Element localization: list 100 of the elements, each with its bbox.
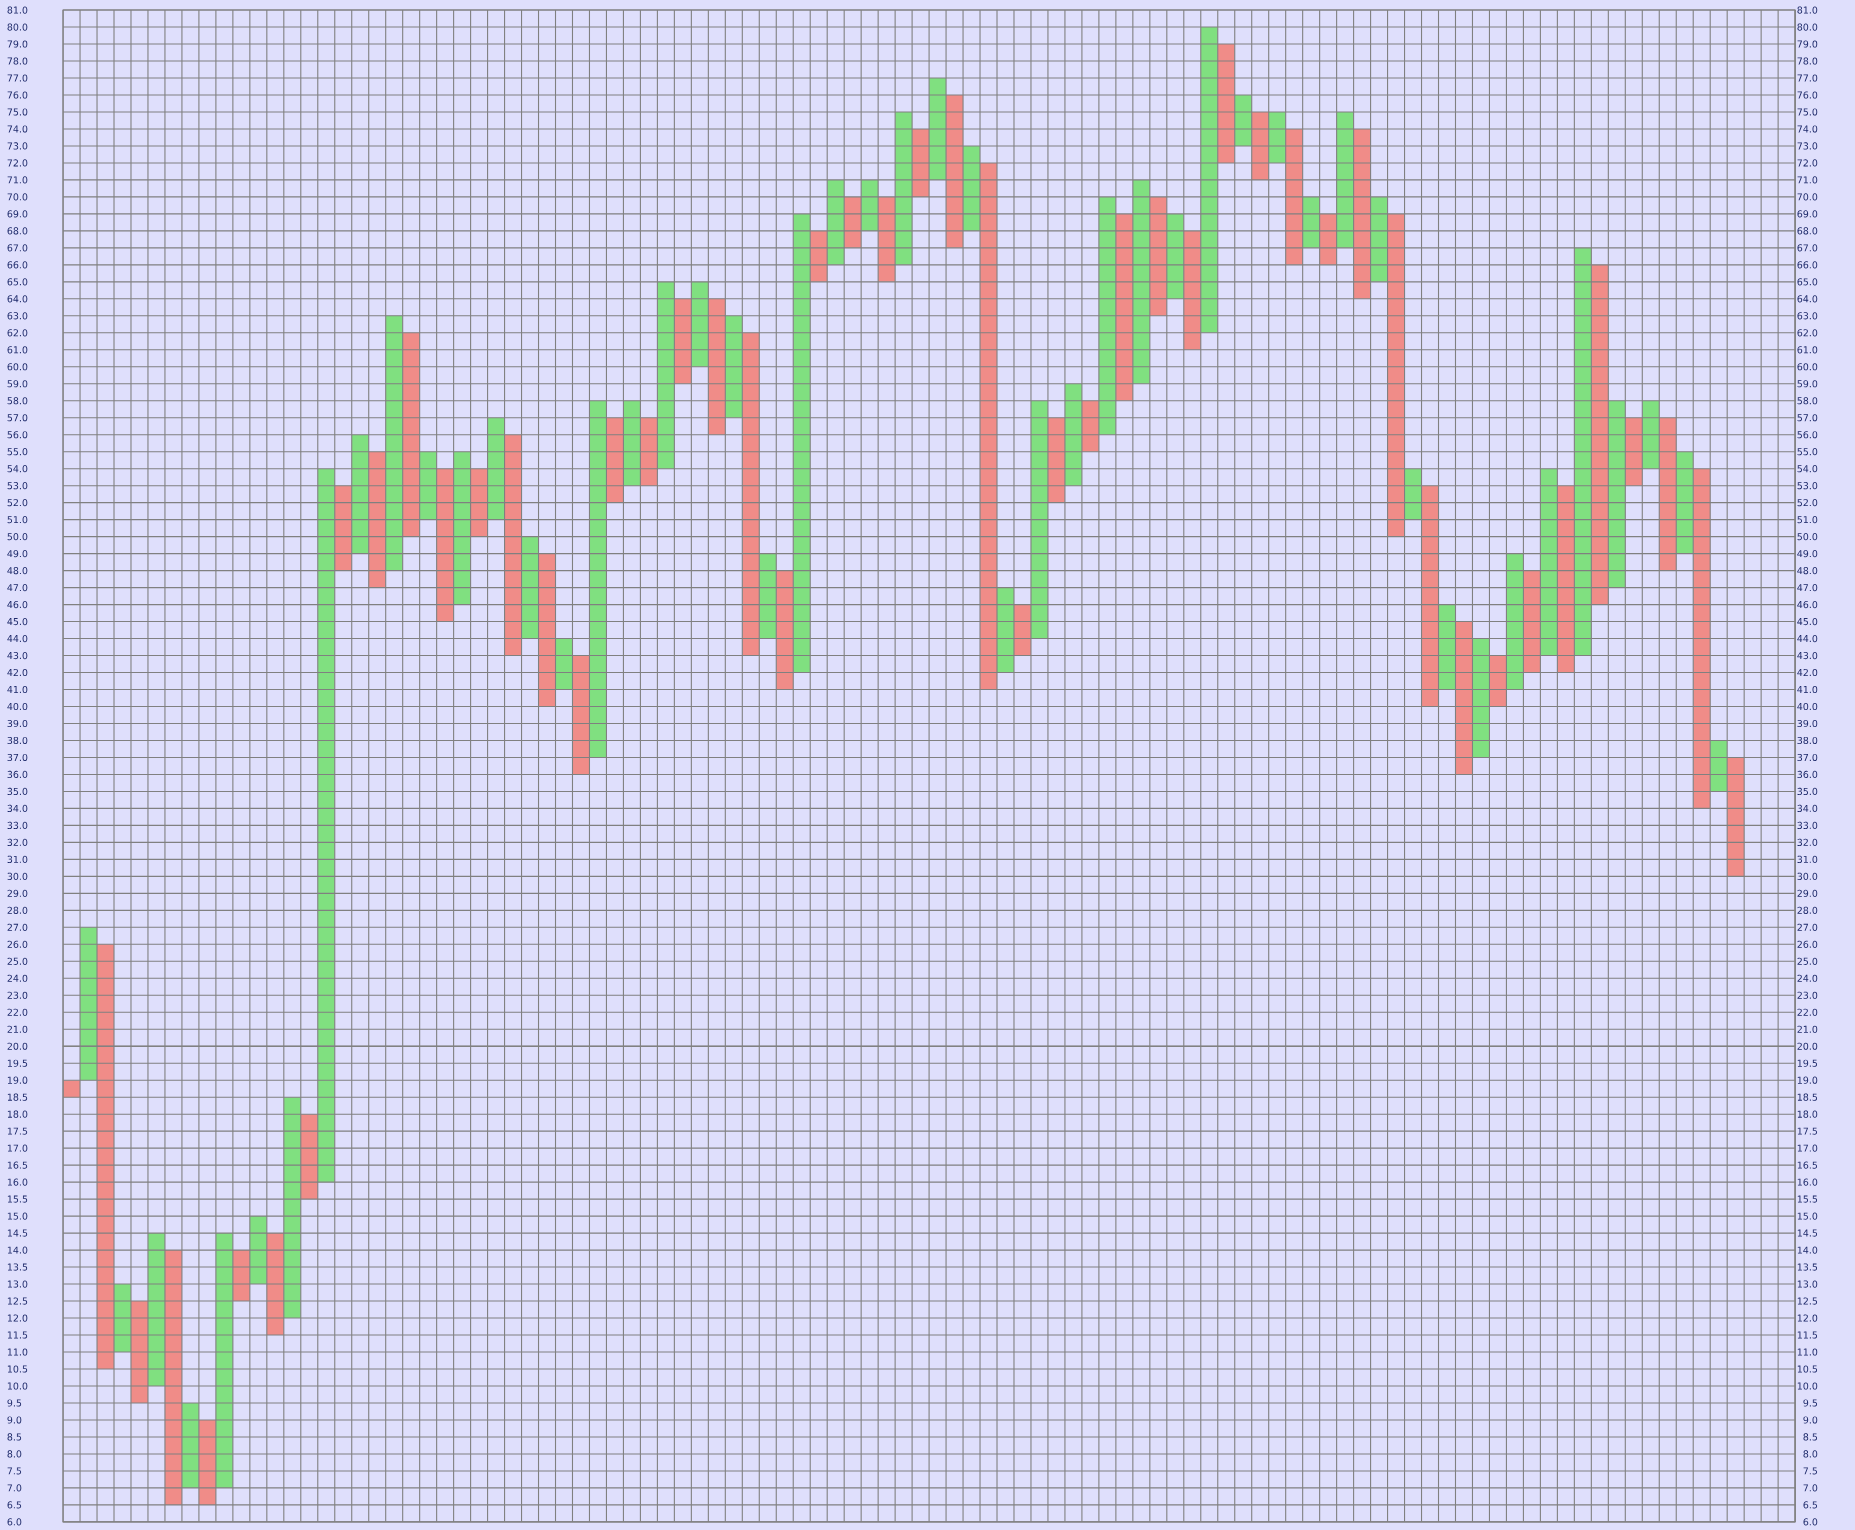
y-tick-label: 12.5 — [7, 1297, 28, 1305]
y2-tick-label: 66.0 — [1797, 261, 1818, 269]
y-tick-label: 69.0 — [7, 210, 28, 218]
y-tick-label: 27.0 — [7, 923, 28, 931]
y-tick-label: 62.0 — [7, 329, 28, 337]
y-tick-label: 38.0 — [7, 736, 28, 744]
y-tick-label: 71.0 — [7, 176, 28, 184]
y-tick-label: 81.0 — [7, 6, 28, 14]
y2-tick-label: 77.0 — [1797, 74, 1818, 82]
y2-tick-label: 76.0 — [1797, 91, 1818, 99]
y2-tick-label: 58.0 — [1797, 396, 1818, 405]
y-tick-label: 24.0 — [7, 974, 28, 982]
y-tick-label: 52.0 — [7, 498, 28, 507]
y-tick-label: 66.0 — [7, 261, 28, 269]
y-tick-label: 13.0 — [7, 1280, 28, 1288]
y2-tick-label: 18.0 — [1797, 1110, 1818, 1118]
y-tick-label: 19.5 — [7, 1059, 28, 1067]
y2-tick-label: 35.0 — [1797, 787, 1818, 795]
y2-tick-label: 79.0 — [1797, 40, 1818, 48]
y-tick-label: 54.0 — [7, 464, 28, 473]
y2-tick-label: 21.0 — [1797, 1025, 1818, 1033]
y2-tick-label: 22.0 — [1797, 1008, 1818, 1016]
y-tick-label: 9.5 — [7, 1399, 22, 1407]
y2-tick-label: 75.0 — [1797, 108, 1818, 116]
y-tick-label: 72.0 — [7, 159, 28, 167]
y-tick-label: 30.0 — [7, 872, 28, 880]
y2-tick-label: 33.0 — [1797, 821, 1818, 829]
y-tick-label: 17.5 — [7, 1127, 28, 1135]
y2-tick-label: 19.0 — [1797, 1076, 1818, 1084]
y2-tick-label: 55.0 — [1797, 447, 1818, 456]
y-tick-label: 16.5 — [7, 1161, 28, 1169]
y2-tick-label: 72.0 — [1797, 159, 1818, 167]
y-tick-label: 79.0 — [7, 40, 28, 48]
y-tick-label: 25.0 — [7, 957, 28, 965]
y2-tick-label: 80.0 — [1797, 23, 1818, 31]
y-tick-label: 19.0 — [7, 1076, 28, 1084]
y2-tick-label: 61.0 — [1797, 346, 1818, 354]
y2-tick-label: 14.0 — [1797, 1246, 1818, 1254]
y2-tick-label: 43.0 — [1797, 651, 1818, 659]
y2-tick-label: 45.0 — [1797, 617, 1818, 625]
y-tick-label: 46.0 — [7, 600, 28, 608]
y2-tick-label: 65.0 — [1797, 278, 1818, 286]
y-tick-label: 63.0 — [7, 312, 28, 320]
y2-tick-label: 51.0 — [1797, 515, 1818, 524]
y-tick-label: 10.5 — [7, 1365, 28, 1373]
y2-tick-label: 46.0 — [1797, 600, 1818, 608]
y2-tick-label: 13.0 — [1797, 1280, 1818, 1288]
y-tick-label: 9.0 — [7, 1416, 22, 1424]
y2-tick-label: 12.5 — [1797, 1297, 1818, 1305]
y2-tick-label: 19.5 — [1797, 1059, 1818, 1067]
y-tick-label: 20.0 — [7, 1042, 28, 1050]
y-tick-label: 67.0 — [7, 244, 28, 252]
y-tick-label: 8.5 — [7, 1433, 22, 1441]
y2-tick-label: 28.0 — [1797, 906, 1818, 914]
y2-tick-label: 41.0 — [1797, 685, 1818, 693]
y-tick-label: 76.0 — [7, 91, 28, 99]
y2-tick-label: 25.0 — [1797, 957, 1818, 965]
y2-tick-label: 39.0 — [1797, 719, 1818, 727]
y-tick-label: 6.0 — [7, 1518, 22, 1526]
y-tick-label: 64.0 — [7, 295, 28, 303]
y-tick-label: 43.0 — [7, 651, 28, 659]
y-tick-label: 31.0 — [7, 855, 28, 863]
y-tick-label: 12.0 — [7, 1314, 28, 1322]
y2-tick-label: 42.0 — [1797, 668, 1818, 676]
y2-tick-label: 78.0 — [1797, 57, 1818, 65]
y-tick-label: 15.0 — [7, 1212, 28, 1220]
y2-tick-label: 52.0 — [1797, 498, 1818, 507]
y-tick-label: 39.0 — [7, 719, 28, 727]
y2-tick-label: 69.0 — [1797, 210, 1818, 218]
y-tick-label: 15.5 — [7, 1195, 28, 1203]
y-tick-label: 58.0 — [7, 396, 28, 405]
y2-tick-label: 44.0 — [1797, 634, 1818, 642]
y-tick-label: 37.0 — [7, 753, 28, 761]
y-tick-label: 18.5 — [7, 1093, 28, 1101]
y2-tick-label: 63.0 — [1797, 312, 1818, 320]
y2-tick-label: 60.0 — [1797, 363, 1818, 371]
y2-tick-label: 17.5 — [1797, 1127, 1818, 1135]
y-tick-label: 33.0 — [7, 821, 28, 829]
y2-tick-label: 23.0 — [1797, 991, 1818, 999]
y2-tick-label: 81.0 — [1797, 6, 1818, 14]
y2-tick-label: 70.0 — [1797, 193, 1818, 201]
y-tick-label: 45.0 — [7, 617, 28, 625]
y2-tick-label: 62.0 — [1797, 329, 1818, 337]
y-tick-label: 11.5 — [7, 1331, 28, 1339]
y-tick-label: 47.0 — [7, 583, 28, 591]
y2-tick-label: 26.0 — [1797, 940, 1818, 948]
y2-tick-label: 71.0 — [1797, 176, 1818, 184]
y2-tick-label: 16.5 — [1797, 1161, 1818, 1169]
y2-tick-label: 68.0 — [1797, 227, 1818, 235]
y2-tick-label: 7.0 — [1803, 1484, 1818, 1492]
y-tick-label: 77.0 — [7, 74, 28, 82]
y2-tick-label: 17.0 — [1797, 1144, 1818, 1152]
y2-tick-label: 54.0 — [1797, 464, 1818, 473]
y-tick-label: 68.0 — [7, 227, 28, 235]
y2-tick-label: 11.0 — [1797, 1348, 1818, 1356]
y-tick-label: 44.0 — [7, 634, 28, 642]
y2-tick-label: 14.5 — [1797, 1229, 1818, 1237]
y-tick-label: 49.0 — [7, 549, 28, 558]
y-tick-label: 36.0 — [7, 770, 28, 778]
y-tick-label: 32.0 — [7, 838, 28, 846]
